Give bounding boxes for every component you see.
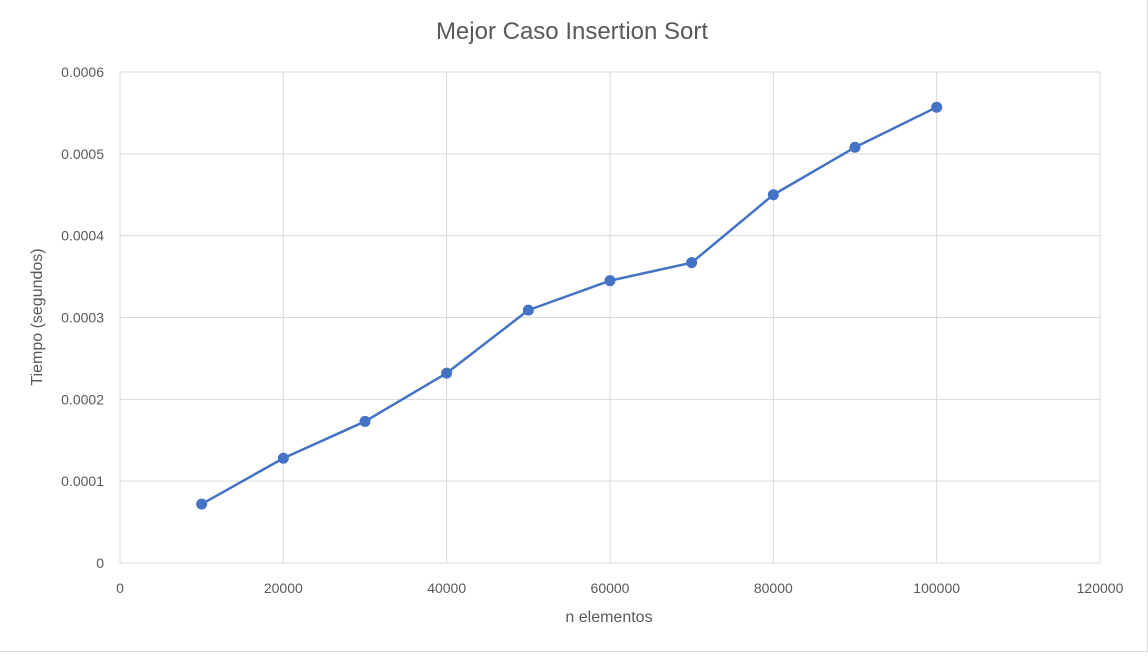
y-axis-title: Tiempo (segundos) xyxy=(29,248,46,385)
x-tick-label: 0 xyxy=(116,580,124,596)
x-tick-label: 100000 xyxy=(913,580,960,596)
data-point xyxy=(441,367,453,379)
series-line xyxy=(201,106,938,506)
x-tick-label: 20000 xyxy=(264,580,303,596)
y-tick-label: 0.0004 xyxy=(61,228,104,244)
y-tick-label: 0.0003 xyxy=(61,310,104,326)
x-tick-label: 120000 xyxy=(1077,580,1124,596)
data-point xyxy=(277,452,289,464)
y-tick-label: 0.0002 xyxy=(61,391,104,407)
x-axis-ticks: 0 20000 40000 60000 80000 100000 120000 xyxy=(116,580,1123,596)
data-point xyxy=(686,257,698,269)
x-tick-label: 40000 xyxy=(427,580,466,596)
gridlines xyxy=(119,71,1101,564)
data-point xyxy=(604,275,616,287)
data-point xyxy=(359,415,371,427)
y-tick-label: 0.0006 xyxy=(61,64,104,80)
y-tick-label: 0.0001 xyxy=(61,473,104,489)
y-tick-label: 0 xyxy=(96,555,104,571)
x-axis-title: n elementos xyxy=(565,609,652,626)
data-point xyxy=(196,498,208,510)
data-point xyxy=(931,101,943,113)
data-point xyxy=(849,141,861,153)
x-tick-label: 80000 xyxy=(754,580,793,596)
y-axis-ticks: 0 0.0001 0.0002 0.0003 0.0004 0.0005 0.0006 xyxy=(61,64,104,571)
x-tick-label: 60000 xyxy=(591,580,630,596)
chart-title: Mejor Caso Insertion Sort xyxy=(436,18,708,45)
data-point xyxy=(522,304,534,316)
y-tick-label: 0.0005 xyxy=(61,146,104,162)
data-point xyxy=(767,189,779,201)
series-layer xyxy=(196,101,943,510)
